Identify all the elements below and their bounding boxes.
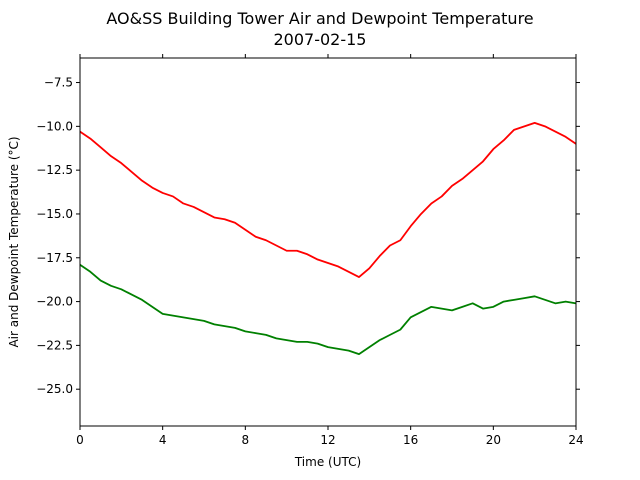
y-tick-label: −22.5: [36, 338, 73, 352]
y-tick-label: −12.5: [36, 163, 73, 177]
x-axis-label: Time (UTC): [294, 455, 361, 469]
y-tick-label: −7.5: [44, 76, 73, 90]
x-tick-label: 20: [486, 433, 501, 447]
x-tick-label: 24: [568, 433, 583, 447]
x-tick-label: 0: [76, 433, 84, 447]
series-line-1: [79, 121, 577, 278]
x-tick-label: 16: [403, 433, 418, 447]
y-tick-label: −20.0: [36, 295, 73, 309]
x-tick-label: 4: [159, 433, 167, 447]
y-tick-label: −25.0: [36, 382, 73, 396]
ticks-layer: 0 4 8 12 16 20 24 −25.0 −22.5 −20.0 −17.5 −15.0 −12.…: [36, 54, 584, 447]
y-axis-label: Air and Dewpoint Temperature (°C): [7, 136, 21, 347]
plot-area: [80, 58, 576, 426]
series-line-2: [79, 264, 577, 356]
y-tick-label: −17.5: [36, 251, 73, 265]
series-layer: [79, 121, 577, 356]
x-tick-label: 8: [242, 433, 250, 447]
y-tick-label: −10.0: [36, 119, 73, 133]
chart-subtitle: 2007-02-15: [274, 30, 367, 49]
x-tick-label: 12: [320, 433, 335, 447]
chart-title: AO&SS Building Tower Air and Dewpoint Te…: [106, 9, 533, 28]
y-tick-label: −15.0: [36, 207, 73, 221]
